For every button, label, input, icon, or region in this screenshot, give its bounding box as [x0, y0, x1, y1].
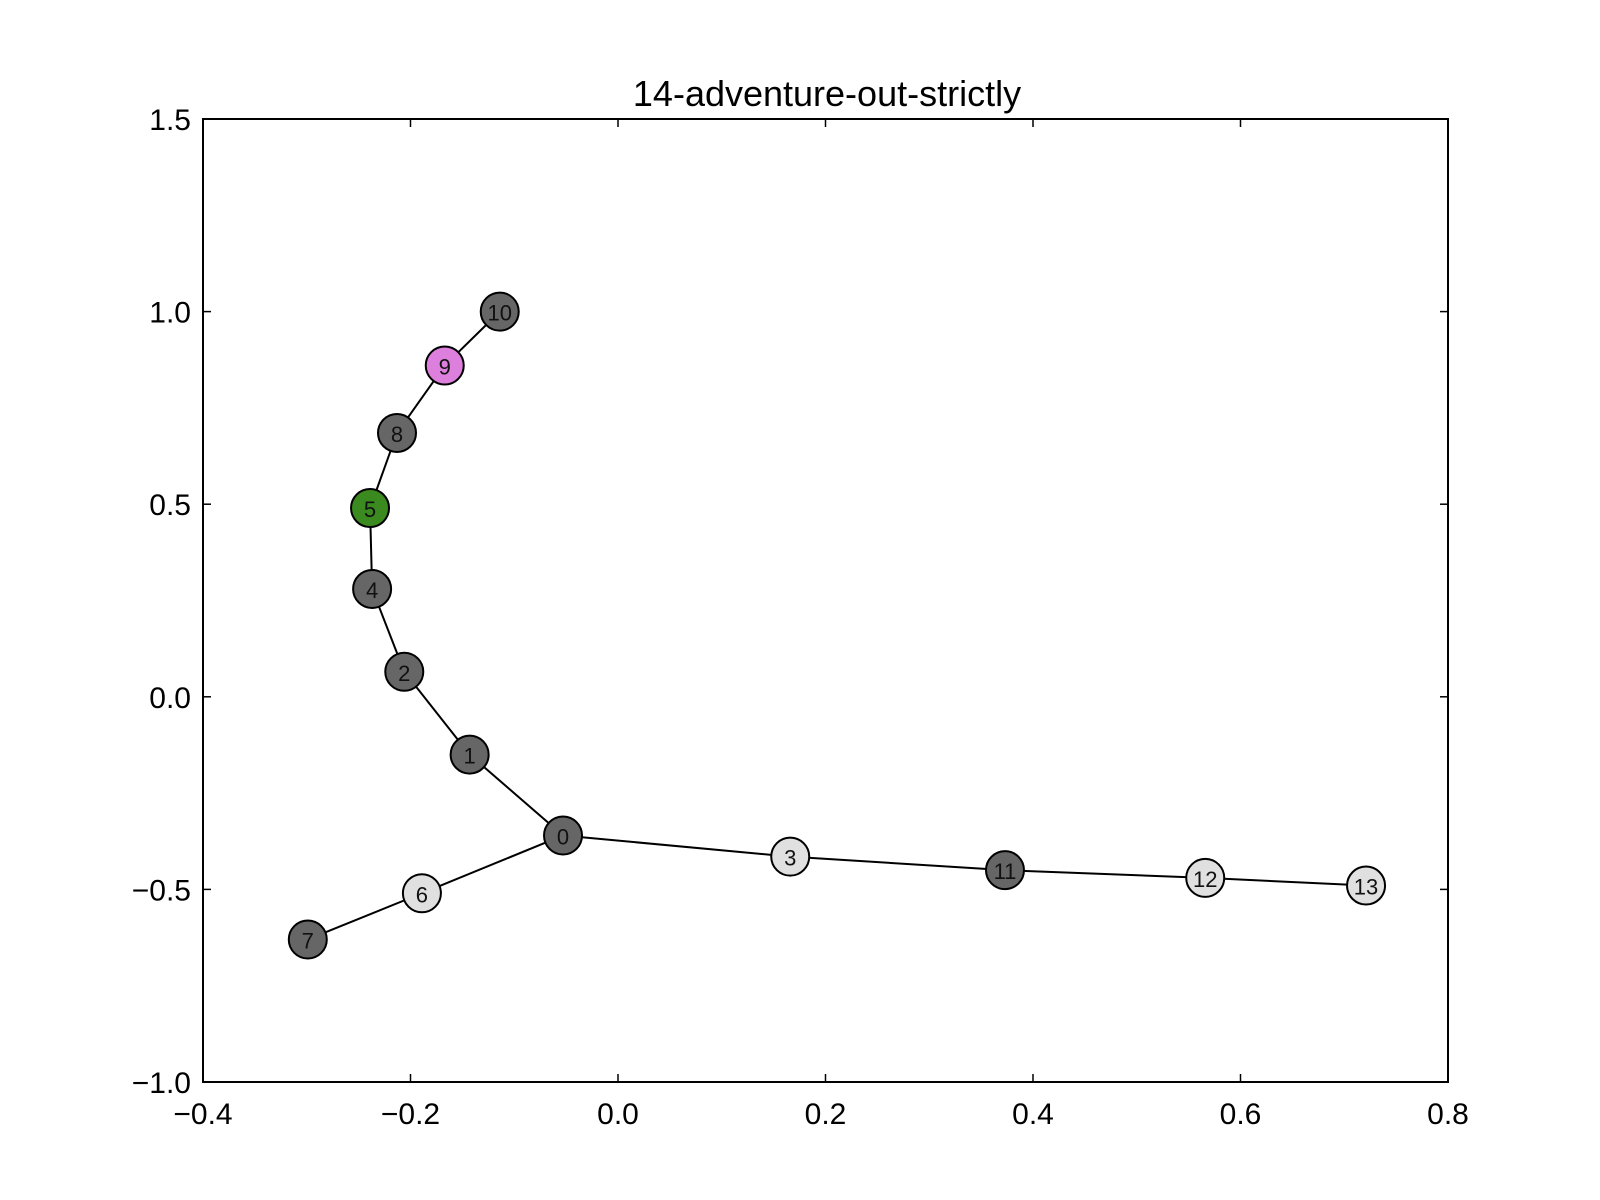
- x-tick-label: 0.6: [1220, 1098, 1262, 1131]
- node-label: 11: [994, 859, 1017, 884]
- node-circle: [1346, 865, 1387, 906]
- node-circle: [352, 568, 393, 609]
- x-tick-label: 0.2: [805, 1098, 847, 1131]
- x-tick-label: 0.8: [1427, 1098, 1469, 1131]
- x-tick-label: 0.0: [597, 1098, 639, 1131]
- y-tick-label: −0.5: [132, 874, 191, 907]
- y-tick-label: −1.0: [132, 1067, 191, 1100]
- node-7: 7: [287, 919, 328, 960]
- edge-11-12: [1004, 869, 1206, 879]
- node-circle: [350, 488, 391, 529]
- node-label: 7: [302, 928, 314, 953]
- x-tick-label: −0.4: [173, 1098, 232, 1131]
- node-label: 6: [416, 882, 428, 907]
- node-13: 13: [1346, 865, 1387, 906]
- node-circle: [424, 345, 465, 386]
- plot-area-frame: [202, 118, 1449, 1083]
- node-label: 4: [366, 578, 378, 603]
- edge-12-13: [1205, 876, 1367, 887]
- node-label: 13: [1354, 875, 1378, 900]
- node-10: 10: [479, 291, 520, 332]
- node-label: 0: [557, 824, 569, 849]
- node-1: 1: [449, 734, 490, 775]
- node-6: 6: [401, 873, 442, 914]
- x-tick-label: −0.2: [381, 1098, 440, 1131]
- node-8: 8: [377, 412, 418, 453]
- edge-0-6: [421, 834, 564, 895]
- node-label: 1: [464, 744, 476, 769]
- node-label: 3: [784, 846, 796, 871]
- node-9: 9: [424, 345, 465, 386]
- node-circle: [770, 836, 811, 877]
- edge-6-7: [307, 892, 423, 941]
- node-4: 4: [352, 568, 393, 609]
- node-circle: [287, 919, 328, 960]
- edge-0-1: [468, 753, 564, 837]
- node-2: 2: [384, 651, 425, 692]
- y-tick-label: 1.5: [149, 104, 191, 137]
- node-5: 5: [350, 488, 391, 529]
- node-0: 0: [543, 815, 584, 856]
- node-3: 3: [770, 836, 811, 877]
- node-circle: [543, 815, 584, 856]
- y-tick-label: 0.5: [149, 489, 191, 522]
- node-label: 2: [398, 661, 410, 686]
- node-circle: [401, 873, 442, 914]
- edge-3-11: [790, 855, 1006, 872]
- node-label: 10: [487, 301, 511, 326]
- node-circle: [384, 651, 425, 692]
- chart-title: 14-adventure-out-strictly: [633, 73, 1021, 114]
- node-circle: [377, 412, 418, 453]
- node-circle: [449, 734, 490, 775]
- y-tick-label: 1.0: [149, 297, 191, 330]
- node-12: 12: [1185, 857, 1226, 898]
- node-circle: [479, 291, 520, 332]
- node-label: 8: [391, 422, 403, 447]
- graph-edges: [307, 310, 1367, 941]
- node-circle: [984, 850, 1025, 891]
- node-label: 9: [439, 355, 451, 380]
- node-11: 11: [984, 850, 1025, 891]
- axis-ticks: −0.4 −0.2 0.0 0.2 0.4 0.6 0.8 −1.0 −0.5 0.0 0.5 1.0…: [132, 104, 1469, 1131]
- edge-0-3: [562, 834, 791, 858]
- y-tick-label: 0.0: [149, 682, 191, 715]
- node-label: 5: [364, 497, 376, 522]
- x-tick-label: 0.4: [1012, 1098, 1054, 1131]
- node-circle: [1185, 857, 1226, 898]
- node-label: 12: [1193, 867, 1217, 892]
